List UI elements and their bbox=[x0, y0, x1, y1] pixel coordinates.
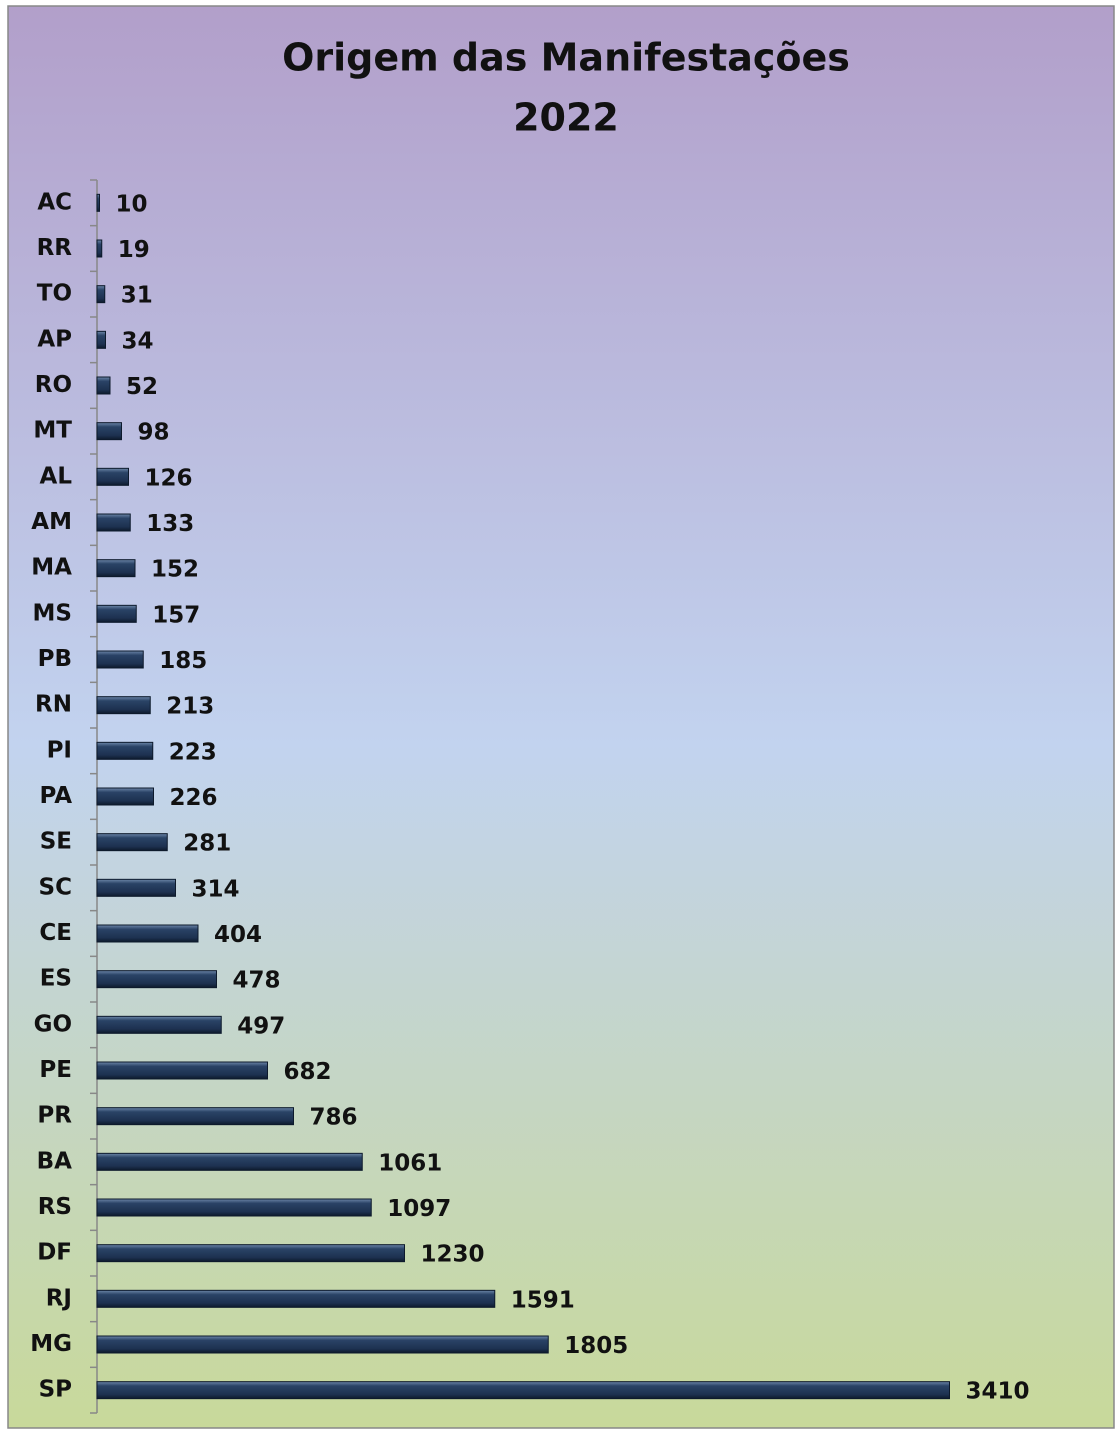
value-label: 1230 bbox=[421, 1242, 485, 1268]
y-tick-label: MA bbox=[31, 555, 72, 581]
y-tick-label: RJ bbox=[46, 1285, 72, 1311]
bar bbox=[96, 559, 136, 578]
value-label: 1805 bbox=[564, 1333, 628, 1359]
value-label: 404 bbox=[214, 922, 262, 948]
value-label: 314 bbox=[192, 876, 240, 902]
y-tick-label: SC bbox=[39, 874, 72, 900]
bar bbox=[96, 513, 131, 532]
value-label: 157 bbox=[152, 602, 200, 628]
value-label: 34 bbox=[122, 328, 154, 354]
y-tick-label: TO bbox=[37, 281, 72, 307]
bar bbox=[96, 1335, 549, 1354]
bar bbox=[96, 1107, 294, 1126]
bar bbox=[96, 970, 217, 989]
bar bbox=[96, 1244, 405, 1263]
y-tick-label: GO bbox=[34, 1011, 72, 1037]
value-label: 786 bbox=[310, 1105, 358, 1131]
y-tick-label: SP bbox=[39, 1377, 72, 1403]
bar bbox=[96, 604, 137, 623]
bar bbox=[96, 696, 151, 715]
value-label: 226 bbox=[170, 785, 218, 811]
value-label: 52 bbox=[126, 374, 158, 400]
y-tick-label: CE bbox=[39, 920, 72, 946]
y-tick-label: AC bbox=[37, 189, 72, 215]
bar bbox=[96, 787, 154, 806]
bar bbox=[96, 1381, 950, 1400]
y-tick-label: PI bbox=[47, 737, 72, 763]
bar bbox=[96, 741, 154, 760]
value-label: 19 bbox=[118, 237, 150, 263]
bar bbox=[96, 878, 176, 897]
bar bbox=[96, 330, 106, 349]
value-label: 133 bbox=[146, 511, 194, 537]
value-label: 213 bbox=[166, 694, 214, 720]
y-tick-label: SE bbox=[40, 829, 72, 855]
bar bbox=[96, 1152, 363, 1171]
y-tick-label: ES bbox=[40, 966, 72, 992]
value-label: 126 bbox=[145, 465, 193, 491]
y-tick-label: RO bbox=[35, 372, 72, 398]
y-tick-label: RS bbox=[38, 1194, 72, 1220]
chart-subtitle: 2022 bbox=[513, 96, 619, 140]
bar bbox=[96, 239, 103, 258]
bar bbox=[96, 1061, 268, 1080]
value-label: 1591 bbox=[511, 1287, 575, 1313]
value-label: 497 bbox=[237, 1013, 285, 1039]
value-label: 10 bbox=[116, 191, 148, 217]
y-tick-label: RN bbox=[35, 692, 72, 718]
value-label: 1097 bbox=[387, 1196, 451, 1222]
bar bbox=[96, 1289, 496, 1308]
y-tick-label: MT bbox=[33, 418, 72, 444]
bar bbox=[96, 924, 199, 943]
value-label: 185 bbox=[159, 648, 207, 674]
y-tick-label: DF bbox=[37, 1240, 72, 1266]
y-tick-label: PR bbox=[37, 1103, 72, 1129]
y-tick-label: AL bbox=[40, 463, 73, 489]
bar bbox=[96, 467, 129, 486]
y-tick-label: PE bbox=[39, 1057, 72, 1083]
chart-area bbox=[7, 5, 1115, 1429]
value-label: 478 bbox=[233, 968, 281, 994]
y-tick-label: AP bbox=[37, 326, 72, 352]
bar bbox=[96, 285, 106, 304]
bar bbox=[96, 193, 100, 212]
value-label: 31 bbox=[121, 283, 153, 309]
value-label: 98 bbox=[138, 420, 170, 446]
y-tick-label: MG bbox=[30, 1331, 72, 1357]
value-label: 3410 bbox=[966, 1379, 1030, 1405]
y-tick-label: AM bbox=[31, 509, 72, 535]
chart-title: Origem das Manifestações bbox=[282, 36, 850, 80]
bar bbox=[96, 1015, 222, 1034]
y-tick-label: PB bbox=[38, 646, 72, 672]
value-label: 223 bbox=[169, 739, 217, 765]
y-tick-label: BA bbox=[37, 1148, 73, 1174]
value-label: 682 bbox=[284, 1059, 332, 1085]
bar bbox=[96, 833, 168, 852]
y-tick-label: PA bbox=[39, 783, 72, 809]
y-tick-label: MS bbox=[33, 600, 72, 626]
bar bbox=[96, 376, 111, 395]
bar bbox=[96, 422, 122, 441]
value-label: 152 bbox=[151, 557, 199, 583]
bar bbox=[96, 650, 144, 669]
bar bbox=[96, 1198, 372, 1217]
y-tick-label: RR bbox=[37, 235, 73, 261]
value-label: 281 bbox=[183, 831, 231, 857]
value-label: 1061 bbox=[378, 1150, 442, 1176]
